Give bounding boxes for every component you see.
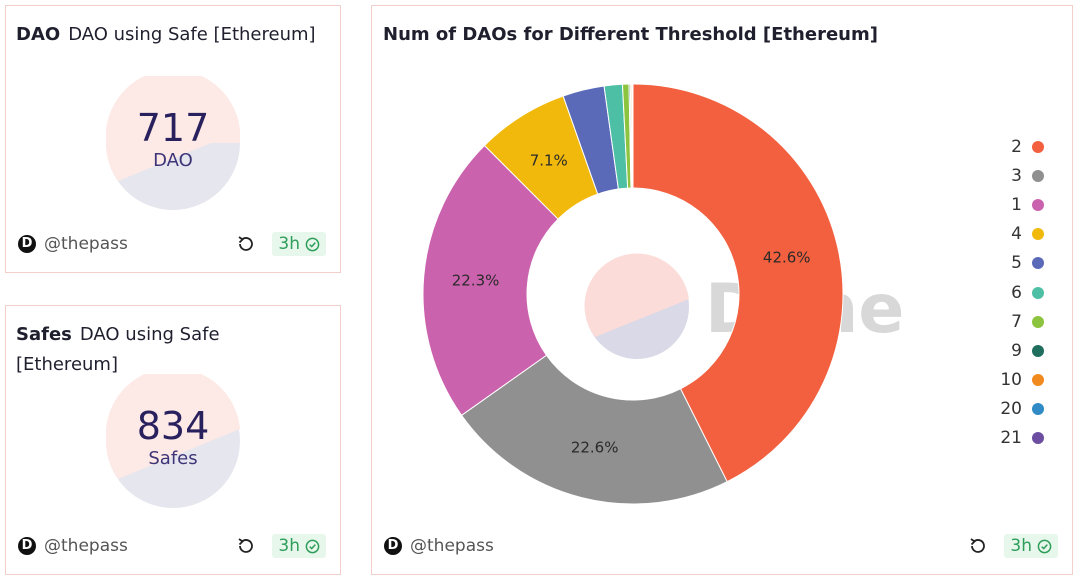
refresh-icon[interactable] — [236, 234, 256, 254]
legend-item-5[interactable]: 5 — [974, 249, 1044, 278]
counter-background-icon — [106, 76, 240, 210]
legend-swatch — [1032, 315, 1044, 328]
legend-label: 9 — [1011, 340, 1022, 361]
legend-label: 3 — [1011, 165, 1022, 186]
dao-counter-card: DAO DAO using Safe [Ethereum] 717 DAO D @… — [5, 5, 341, 273]
legend-item-2[interactable]: 2 — [974, 132, 1044, 161]
card-footer: D @thepass 3h — [18, 534, 326, 558]
legend-label: 10 — [1000, 370, 1022, 391]
counter-value-badge: 834 Safes — [106, 374, 240, 508]
legend-swatch — [1032, 198, 1044, 211]
author-avatar-icon: D — [18, 235, 36, 253]
author-link[interactable]: D @thepass — [384, 534, 494, 558]
counter-unit: Safes — [148, 448, 198, 469]
refresh-icon[interactable] — [236, 536, 256, 556]
card-footer: D @thepass 3h — [18, 232, 326, 256]
legend-swatch — [1032, 169, 1044, 182]
check-circle-icon — [305, 539, 320, 553]
author-avatar-icon: D — [18, 537, 36, 555]
freshness-badge: 3h — [272, 534, 326, 558]
counter-value-badge: 717 DAO — [106, 76, 240, 210]
slice-label-4: 7.1% — [530, 151, 568, 169]
author-name: @thepass — [44, 536, 128, 556]
legend-item-4[interactable]: 4 — [974, 220, 1044, 249]
check-circle-icon — [1037, 539, 1052, 553]
center-logo-icon — [584, 253, 689, 359]
counter-value: 717 — [136, 106, 210, 150]
legend-swatch — [1032, 286, 1044, 299]
author-avatar-icon: D — [384, 537, 402, 555]
legend-swatch — [1032, 228, 1044, 241]
legend-label: 20 — [1000, 399, 1022, 420]
legend-item-3[interactable]: 3 — [974, 161, 1044, 190]
author-name: @thepass — [44, 234, 128, 254]
legend-item-6[interactable]: 6 — [974, 278, 1044, 307]
card-title-text: DAO using Safe [Ethereum] — [16, 324, 220, 375]
author-link[interactable]: D @thepass — [18, 534, 128, 558]
slice-labels: 42.6% 22.6% 22.3% 7.1% — [452, 151, 811, 456]
card-title: Safes DAO using Safe [Ethereum] — [16, 320, 316, 380]
legend-swatch — [1032, 257, 1044, 270]
refresh-icon[interactable] — [968, 536, 988, 556]
card-title-bold: DAO — [16, 24, 61, 45]
legend-label: 7 — [1011, 311, 1022, 332]
legend-label: 21 — [1000, 428, 1022, 449]
donut-slice-21[interactable] — [631, 83, 634, 189]
legend-item-9[interactable]: 9 — [974, 336, 1044, 365]
freshness-badge: 3h — [1004, 534, 1058, 558]
freshness-age: 3h — [278, 234, 300, 254]
legend-item-21[interactable]: 21 — [974, 424, 1044, 453]
legend-item-20[interactable]: 20 — [974, 395, 1044, 424]
legend-swatch — [1032, 374, 1044, 387]
donut-slice-3[interactable] — [460, 354, 728, 505]
threshold-chart-card: Num of DAOs for Different Threshold [Eth… — [371, 5, 1073, 575]
counter-unit: DAO — [153, 150, 193, 171]
chart-title: Num of DAOs for Different Threshold [Eth… — [383, 24, 878, 45]
legend-label: 4 — [1011, 224, 1022, 245]
legend-swatch — [1032, 432, 1044, 445]
freshness-badge: 3h — [272, 232, 326, 256]
card-title-text: DAO using Safe [Ethereum] — [68, 24, 316, 45]
legend-swatch — [1032, 403, 1044, 416]
donut-slices — [422, 83, 844, 505]
freshness-age: 3h — [1010, 536, 1032, 556]
donut-slice-1[interactable] — [422, 144, 559, 416]
card-footer: D @thepass 3h — [384, 534, 1058, 558]
legend-item-7[interactable]: 7 — [974, 307, 1044, 336]
author-link[interactable]: D @thepass — [18, 232, 128, 256]
legend-label: 5 — [1011, 253, 1022, 274]
legend-swatch — [1032, 140, 1044, 153]
legend-swatch — [1032, 344, 1044, 357]
safes-counter-card: Safes DAO using Safe [Ethereum] 834 Safes… — [5, 305, 341, 575]
counter-background-icon — [106, 374, 240, 508]
donut-slice-2[interactable] — [632, 83, 844, 483]
author-name: @thepass — [410, 536, 494, 556]
card-title: DAO DAO using Safe [Ethereum] — [16, 20, 316, 50]
legend-label: 2 — [1011, 136, 1022, 157]
chart-legend: 2 3 1 4 5 6 7 9 10 20 21 — [974, 132, 1044, 453]
slice-label-1: 22.3% — [452, 272, 500, 290]
legend-item-10[interactable]: 10 — [974, 366, 1044, 395]
donut-chart: Num of DAOs for Different Threshold [Eth… — [383, 24, 904, 505]
legend-label: 1 — [1011, 194, 1022, 215]
legend-item-1[interactable]: 1 — [974, 190, 1044, 219]
legend-label: 6 — [1011, 282, 1022, 303]
check-circle-icon — [305, 237, 320, 251]
counter-value: 834 — [136, 404, 210, 448]
freshness-age: 3h — [278, 536, 300, 556]
center-logo-top — [584, 253, 689, 337]
slice-label-2: 42.6% — [763, 249, 811, 267]
slice-label-3: 22.6% — [571, 438, 619, 456]
card-title-bold: Safes — [16, 324, 72, 345]
